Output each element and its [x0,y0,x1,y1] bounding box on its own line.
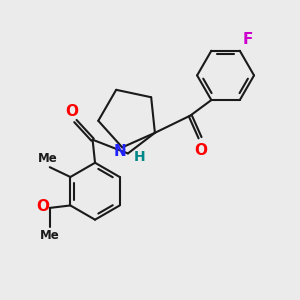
Text: O: O [194,142,208,158]
Text: F: F [242,32,253,47]
Text: O: O [36,199,49,214]
Text: H: H [134,150,146,164]
Text: N: N [114,145,126,160]
Text: O: O [65,103,78,118]
Text: Me: Me [40,229,60,242]
Text: Me: Me [38,152,57,165]
